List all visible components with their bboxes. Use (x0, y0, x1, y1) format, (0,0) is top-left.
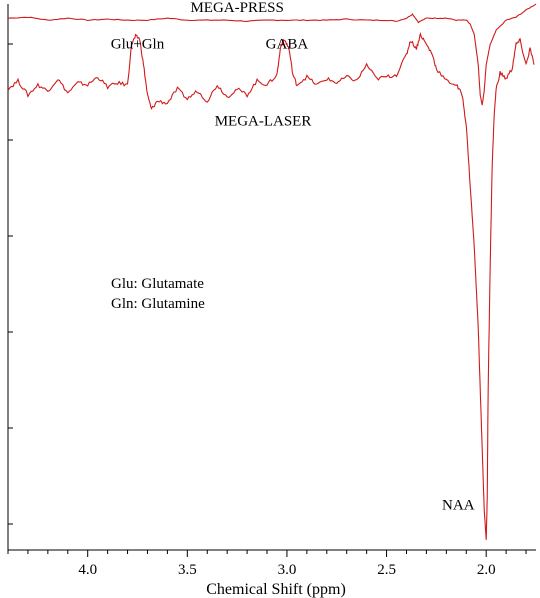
annotation-label: Glu+Gln (111, 36, 165, 52)
spectrum-lines (7, 3, 537, 540)
annotation-label: MEGA-LASER (215, 113, 312, 129)
x-tick-label: 4.0 (78, 562, 97, 578)
x-tick-label: 2.5 (377, 562, 396, 578)
x-tick-label: 3.0 (278, 562, 297, 578)
x-tick-label: 2.0 (477, 562, 496, 578)
annotation-label: NAA (442, 498, 475, 514)
annotations: MEGA-PRESS Glu+Gln GABA MEGA-LASER NAA (111, 0, 475, 513)
legend-line-1: Glu: Glutamate (111, 276, 204, 292)
legend-line-2: Gln: Glutamine (111, 296, 205, 312)
x-tick-label: 3.5 (178, 562, 197, 578)
annotation-label: GABA (266, 36, 309, 52)
axes (7, 4, 536, 551)
x-axis-label: Chemical Shift (ppm) (206, 581, 346, 598)
axis-ticks: 4.0 3.5 3.0 2.5 2.0 (7, 43, 527, 578)
series-line-mega-press (7, 3, 537, 106)
series-line-mega-laser (7, 32, 535, 540)
annotation-label: MEGA-PRESS (190, 0, 283, 16)
